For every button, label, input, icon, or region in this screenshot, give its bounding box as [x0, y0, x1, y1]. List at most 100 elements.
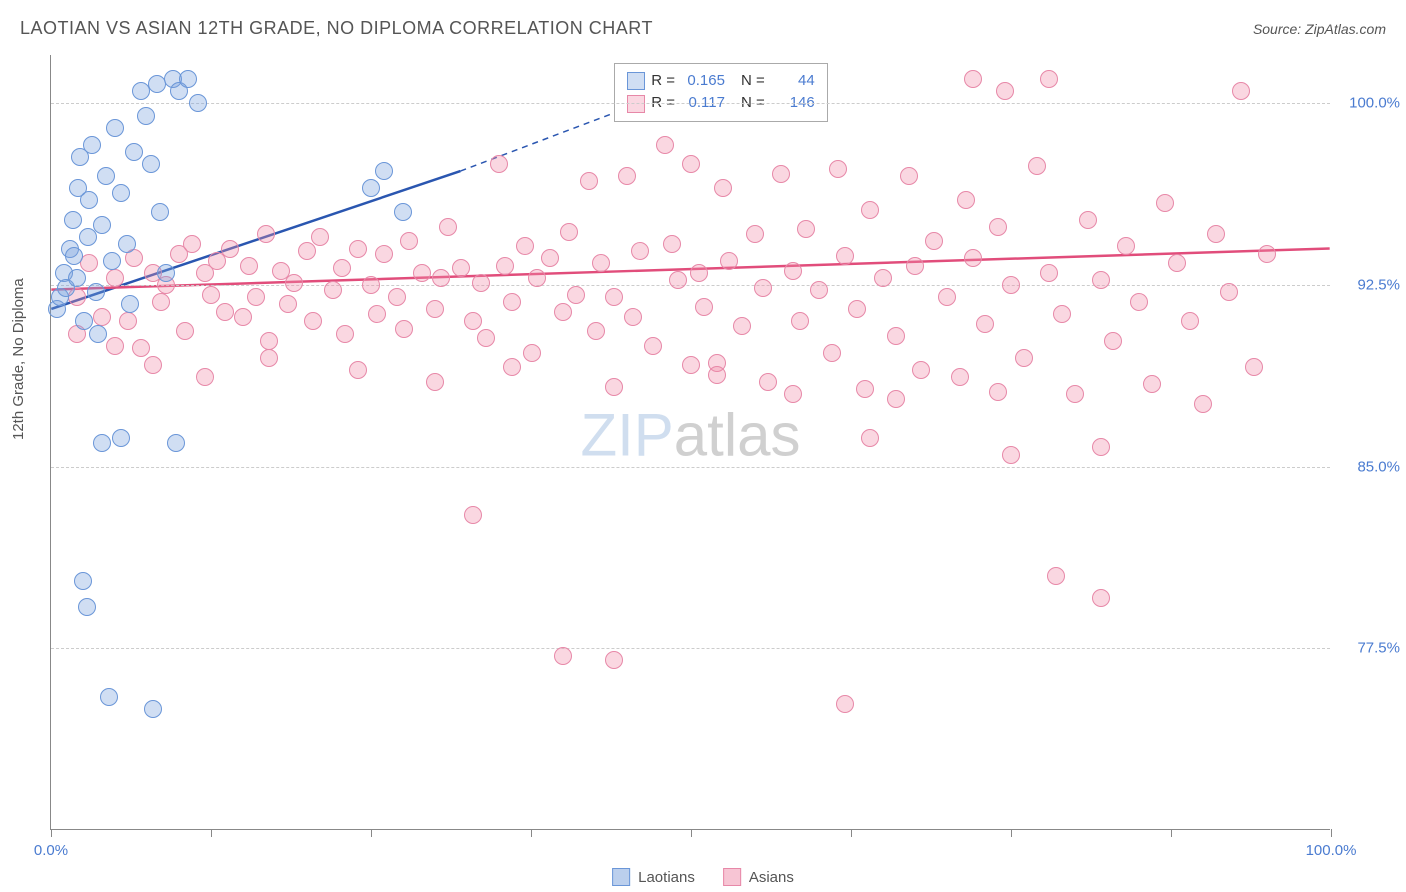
scatter-point — [690, 264, 708, 282]
scatter-point — [631, 242, 649, 260]
scatter-point — [464, 312, 482, 330]
scatter-point — [298, 242, 316, 260]
scatter-point — [1258, 245, 1276, 263]
scatter-point — [1207, 225, 1225, 243]
scatter-point — [142, 155, 160, 173]
stats-r-value: 0.165 — [681, 70, 725, 93]
watermark-zip: ZIP — [580, 402, 673, 469]
scatter-point — [797, 220, 815, 238]
legend-swatch — [612, 868, 630, 886]
scatter-point — [125, 143, 143, 161]
scatter-point — [772, 165, 790, 183]
scatter-point — [167, 434, 185, 452]
scatter-point — [216, 303, 234, 321]
y-axis-label: 12th Grade, No Diploma — [10, 278, 27, 440]
scatter-point — [1040, 264, 1058, 282]
scatter-point — [784, 262, 802, 280]
scatter-point — [1130, 293, 1148, 311]
scatter-point — [118, 235, 136, 253]
scatter-point — [874, 269, 892, 287]
scatter-point — [784, 385, 802, 403]
scatter-point — [432, 269, 450, 287]
scatter-point — [93, 216, 111, 234]
xtick — [531, 829, 532, 837]
scatter-point — [1079, 211, 1097, 229]
stats-n-label: N = — [741, 70, 765, 93]
scatter-point — [503, 358, 521, 376]
scatter-point — [605, 288, 623, 306]
xtick-label: 0.0% — [34, 842, 68, 859]
scatter-point — [560, 223, 578, 241]
scatter-point — [823, 344, 841, 362]
scatter-point — [132, 339, 150, 357]
scatter-point — [989, 218, 1007, 236]
scatter-point — [1168, 254, 1186, 272]
scatter-point — [388, 288, 406, 306]
scatter-point — [240, 257, 258, 275]
scatter-point — [1194, 395, 1212, 413]
scatter-point — [592, 254, 610, 272]
scatter-point — [362, 276, 380, 294]
scatter-point — [1156, 194, 1174, 212]
scatter-point — [144, 356, 162, 374]
scatter-point — [368, 305, 386, 323]
scatter-point — [1092, 271, 1110, 289]
scatter-point — [836, 695, 854, 713]
scatter-point — [695, 298, 713, 316]
scatter-point — [179, 70, 197, 88]
scatter-point — [196, 368, 214, 386]
scatter-point — [528, 269, 546, 287]
xtick-label: 100.0% — [1306, 842, 1357, 859]
legend-label: Laotians — [638, 869, 695, 886]
ytick-label: 92.5% — [1340, 277, 1400, 294]
scatter-point — [1092, 589, 1110, 607]
scatter-point — [395, 320, 413, 338]
scatter-point — [221, 240, 239, 258]
scatter-point — [605, 651, 623, 669]
stats-n-value: 44 — [771, 70, 815, 93]
scatter-point — [791, 312, 809, 330]
xtick — [1171, 829, 1172, 837]
scatter-point — [93, 308, 111, 326]
scatter-point — [257, 225, 275, 243]
stats-row: R =0.165N =44 — [627, 70, 815, 93]
scatter-point — [137, 107, 155, 125]
scatter-point — [311, 228, 329, 246]
scatter-point — [74, 572, 92, 590]
scatter-point — [333, 259, 351, 277]
xtick — [691, 829, 692, 837]
scatter-point — [106, 337, 124, 355]
scatter-point — [144, 700, 162, 718]
scatter-point — [554, 303, 572, 321]
scatter-point — [1015, 349, 1033, 367]
scatter-point — [957, 191, 975, 209]
scatter-point — [132, 82, 150, 100]
stats-box: R =0.165N =44R =0.117N =146 — [614, 63, 828, 122]
scatter-point — [810, 281, 828, 299]
scatter-point — [87, 283, 105, 301]
scatter-point — [714, 179, 732, 197]
scatter-point — [375, 245, 393, 263]
scatter-point — [516, 237, 534, 255]
scatter-point — [83, 136, 101, 154]
scatter-point — [151, 203, 169, 221]
scatter-point — [464, 506, 482, 524]
scatter-point — [394, 203, 412, 221]
scatter-point — [900, 167, 918, 185]
scatter-point — [644, 337, 662, 355]
scatter-point — [906, 257, 924, 275]
xtick — [1011, 829, 1012, 837]
scatter-point — [106, 269, 124, 287]
watermark-atlas: atlas — [674, 402, 801, 469]
scatter-point — [426, 300, 444, 318]
scatter-point — [103, 252, 121, 270]
scatter-point — [938, 288, 956, 306]
scatter-point — [523, 344, 541, 362]
scatter-point — [80, 191, 98, 209]
scatter-point — [65, 247, 83, 265]
scatter-point — [503, 293, 521, 311]
scatter-point — [97, 167, 115, 185]
legend-label: Asians — [749, 869, 794, 886]
scatter-point — [234, 308, 252, 326]
scatter-point — [925, 232, 943, 250]
